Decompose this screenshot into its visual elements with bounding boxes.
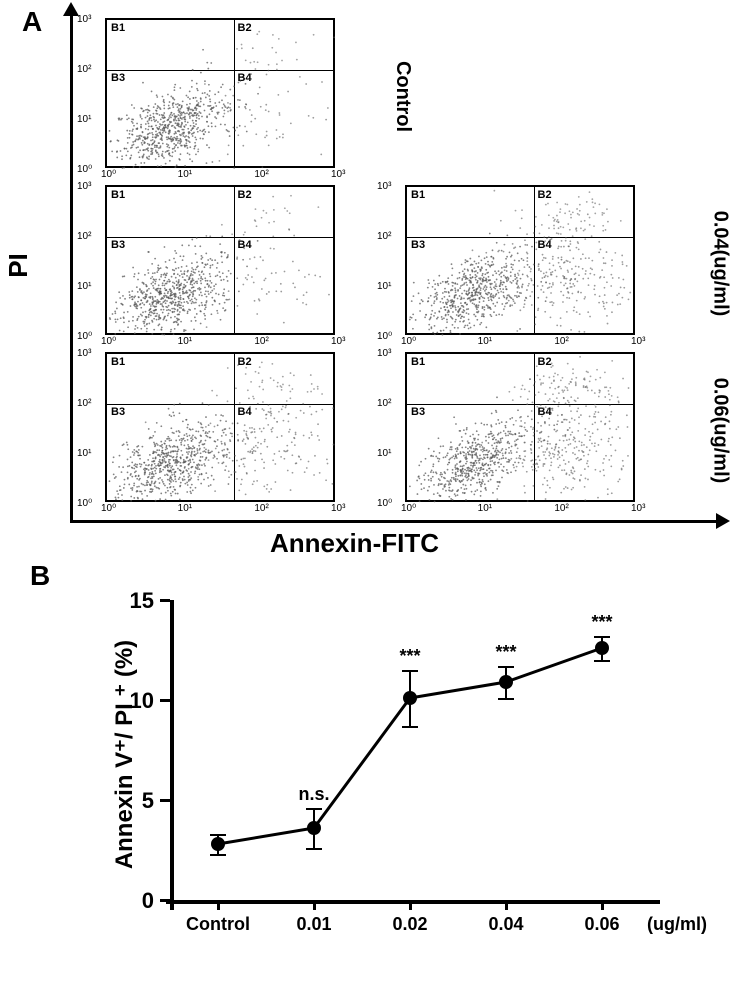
scatter-dots bbox=[107, 354, 337, 504]
chart-b-sig-label: *** bbox=[591, 612, 612, 633]
chart-b-point bbox=[595, 641, 609, 655]
chart-b-ytick-label: 10 bbox=[114, 688, 154, 714]
panel-b: B Annexin V⁺/ PI ⁺ (%) 051015Control0.01… bbox=[70, 570, 690, 990]
panel-a-x-arrow-head bbox=[716, 513, 730, 529]
chart-b-ytick-label: 0 bbox=[114, 888, 154, 914]
chart-b-point bbox=[499, 675, 513, 689]
chart-b-point bbox=[211, 837, 225, 851]
scatter-plot: B1B2B3B410⁰10¹10²10³10⁰10¹10²10³0.04(ug/… bbox=[405, 185, 635, 335]
chart-b-sig-label: n.s. bbox=[298, 784, 329, 805]
panel-a-y-arrow-line bbox=[70, 12, 73, 522]
chart-b-point bbox=[403, 691, 417, 705]
chart-b-xtick-label: 0.02 bbox=[370, 914, 450, 935]
scatter-plot: B1B2B3B410⁰10¹10²10³10⁰10¹10²10³Control bbox=[105, 18, 335, 168]
chart-b-xtick-label: Control bbox=[178, 914, 258, 935]
panel-a-y-label: PI bbox=[3, 253, 34, 278]
scatter-dots bbox=[407, 187, 637, 337]
scatter-side-label: Control bbox=[391, 61, 414, 132]
scatter-plot: B1B2B3B410⁰10¹10²10³10⁰10¹10²10³0.01(ug/… bbox=[105, 185, 335, 335]
chart-b-point bbox=[307, 821, 321, 835]
scatter-dots bbox=[107, 187, 337, 337]
scatter-dots bbox=[407, 354, 637, 504]
chart-b-sig-label: *** bbox=[495, 642, 516, 663]
panel-b-label: B bbox=[30, 560, 50, 592]
panel-a-label: A bbox=[22, 6, 42, 38]
panel-a: A PI Annexin-FITC B1B2B3B410⁰10¹10²10³10… bbox=[10, 0, 730, 540]
chart-b-x-unit: (ug/ml) bbox=[632, 914, 722, 935]
scatter-plot: B1B2B3B410⁰10¹10²10³10⁰10¹10²10³0.06(ug/… bbox=[405, 352, 635, 502]
chart-b-xtick-label: 0.06 bbox=[562, 914, 642, 935]
panel-a-x-arrow-line bbox=[70, 520, 720, 523]
chart-b-xtick-label: 0.01 bbox=[274, 914, 354, 935]
scatter-side-label: 0.06(ug/ml) bbox=[708, 378, 731, 484]
chart-b-ytick-label: 15 bbox=[114, 588, 154, 614]
scatter-dots bbox=[107, 20, 337, 170]
chart-b-ytick-label: 5 bbox=[114, 788, 154, 814]
chart-b-sig-label: *** bbox=[399, 646, 420, 667]
scatter-plot: B1B2B3B410⁰10¹10²10³10⁰10¹10²10³0.02(ug/… bbox=[105, 352, 335, 502]
chart-b-xtick-label: 0.04 bbox=[466, 914, 546, 935]
scatter-side-label: 0.04(ug/ml) bbox=[708, 211, 731, 317]
panel-a-x-label: Annexin-FITC bbox=[270, 528, 439, 559]
